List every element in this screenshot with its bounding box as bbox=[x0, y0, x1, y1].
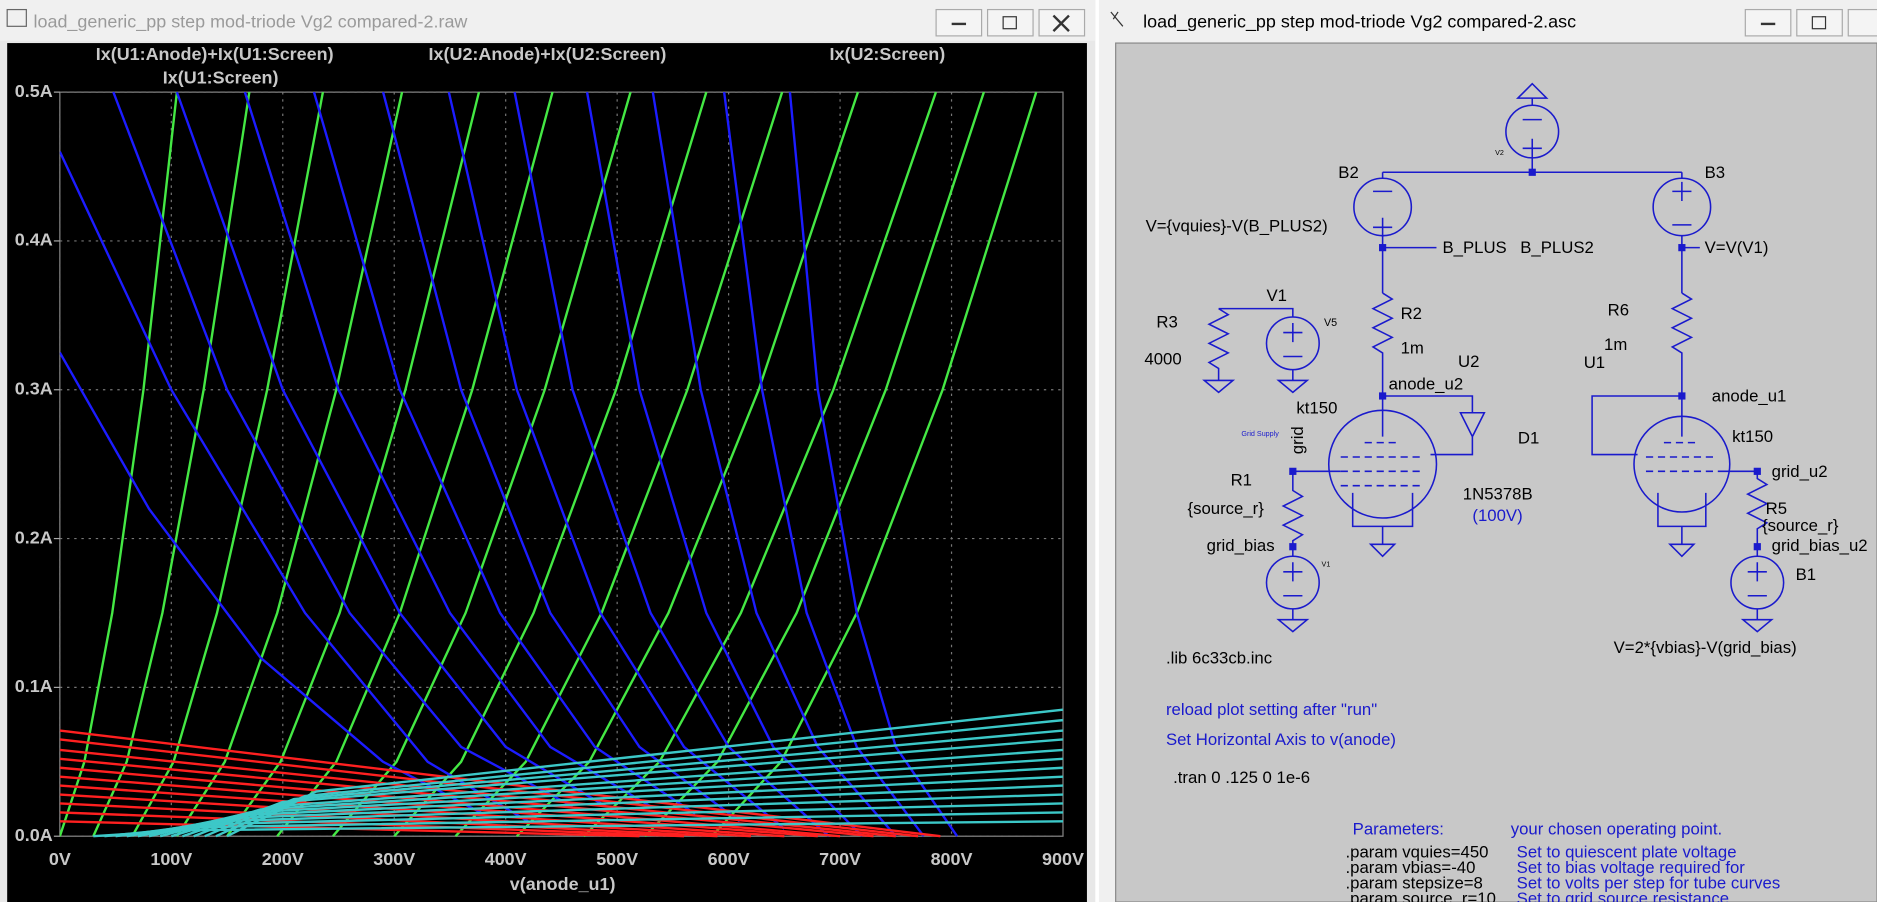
label: {source_r} bbox=[1762, 516, 1839, 535]
x-tick-label: 100V bbox=[150, 849, 192, 869]
trace bbox=[112, 91, 574, 808]
trace bbox=[175, 91, 404, 837]
label: grid bbox=[1288, 426, 1307, 454]
window-title: load_generic_pp step mod-triode Vg2 comp… bbox=[34, 11, 468, 32]
label: V=2*{vbias}-V(grid_bias) bbox=[1614, 638, 1797, 657]
param: .param vbias=-40 bbox=[1346, 858, 1476, 877]
trace bbox=[59, 748, 896, 838]
param: .param source_r=10 bbox=[1346, 889, 1496, 902]
label: anode_u2 bbox=[1389, 375, 1464, 394]
plot-frame bbox=[59, 91, 1064, 837]
param: .param vquies=450 bbox=[1346, 842, 1489, 861]
label: B2 bbox=[1338, 163, 1359, 182]
label: V=V(V1) bbox=[1705, 238, 1769, 257]
schematic-canvas bbox=[1115, 42, 1877, 903]
y-tick-label: 0.0A bbox=[15, 825, 53, 845]
label: B3 bbox=[1705, 163, 1726, 182]
label: (100V) bbox=[1472, 506, 1522, 525]
label: V={vquies}-V(B_PLUS2) bbox=[1146, 217, 1328, 236]
label: kt150 bbox=[1296, 399, 1337, 418]
label: U1 bbox=[1584, 353, 1605, 372]
label: kt150 bbox=[1732, 427, 1773, 446]
trace bbox=[131, 91, 325, 837]
y-tick-label: 0.4A bbox=[15, 230, 53, 250]
y-tick-label: 0.3A bbox=[15, 378, 53, 398]
label: 1m bbox=[1401, 339, 1424, 358]
x-tick-label: 300V bbox=[373, 849, 415, 869]
trace bbox=[332, 91, 632, 837]
x-tick-label: 900V bbox=[1042, 849, 1084, 869]
label: grid_bias_u2 bbox=[1772, 536, 1868, 555]
label: B_PLUS bbox=[1442, 238, 1506, 257]
label: U2 bbox=[1458, 352, 1479, 371]
label: V2 bbox=[1495, 149, 1504, 157]
label: 1N5378B bbox=[1463, 485, 1533, 504]
x-tick-label: 600V bbox=[708, 849, 750, 869]
label: grid_bias bbox=[1207, 536, 1275, 555]
legend-entry[interactable]: Ix(U2:Anode)+Ix(U2:Screen) bbox=[429, 44, 667, 64]
legend-entry[interactable]: Ix(U2:Screen) bbox=[830, 44, 946, 64]
window-buttons[interactable] bbox=[935, 8, 1086, 37]
label: V1 bbox=[1266, 286, 1287, 305]
label: B1 bbox=[1796, 565, 1817, 584]
trace bbox=[585, 91, 864, 838]
param-header: your chosen operating point. bbox=[1511, 820, 1722, 839]
y-tick-label: 0.1A bbox=[15, 676, 53, 696]
label: B_PLUS2 bbox=[1520, 238, 1594, 257]
x-tick-label: 800V bbox=[931, 849, 973, 869]
note: Set Horizontal Axis to v(anode) bbox=[1166, 730, 1396, 749]
param-comment: Set to grid source resistance bbox=[1517, 889, 1729, 902]
x-axis-label: v(anode_u1) bbox=[510, 874, 616, 894]
trace bbox=[93, 820, 1064, 838]
label: R5 bbox=[1766, 499, 1787, 518]
directive: .tran 0 .125 0 1e-6 bbox=[1173, 768, 1310, 787]
label: {source_r} bbox=[1187, 499, 1264, 518]
label: 1m bbox=[1604, 335, 1627, 354]
x-tick-label: 500V bbox=[596, 849, 638, 869]
param-comment: Set to volts per step for tube curves bbox=[1517, 873, 1781, 892]
trace bbox=[243, 91, 652, 808]
label: R6 bbox=[1608, 300, 1629, 319]
label: R2 bbox=[1401, 304, 1422, 323]
label: V5 bbox=[1324, 317, 1337, 329]
app-icon bbox=[1110, 11, 1124, 27]
label: R1 bbox=[1231, 470, 1252, 489]
label: 4000 bbox=[1144, 350, 1181, 369]
wires bbox=[1202, 82, 1785, 633]
trace bbox=[59, 151, 529, 823]
x-tick-label: 700V bbox=[819, 849, 861, 869]
window-buttons[interactable] bbox=[1744, 8, 1877, 37]
legend-entry[interactable]: Ix(U1:Screen) bbox=[163, 68, 279, 88]
label: Grid Supply bbox=[1241, 430, 1279, 438]
trace bbox=[651, 91, 897, 837]
trace bbox=[92, 91, 251, 837]
x-tick-label: 200V bbox=[262, 849, 304, 869]
title-bar bbox=[0, 0, 1096, 41]
label: .lib 6c33cb.inc bbox=[1166, 649, 1272, 668]
note: reload plot setting after "run" bbox=[1166, 700, 1377, 719]
param-header: Parameters: bbox=[1353, 820, 1444, 839]
plot: 0V 100V 200V 300V 400V 500V 600V 700V 800V 900V 0.… bbox=[15, 81, 1084, 869]
traces bbox=[59, 91, 1064, 838]
label: grid_u2 bbox=[1772, 462, 1828, 481]
x-tick-label: 0V bbox=[49, 849, 71, 869]
label: V1 bbox=[1322, 561, 1331, 569]
param-comment: Set to bias voltage required for bbox=[1517, 858, 1746, 877]
y-tick-label: 0.2A bbox=[15, 527, 53, 547]
trace bbox=[226, 708, 1064, 838]
trace bbox=[59, 738, 919, 838]
param: .param stepsize=8 bbox=[1346, 873, 1483, 892]
app-icon bbox=[6, 8, 27, 27]
label: D1 bbox=[1518, 428, 1539, 447]
x-tick-label: 400V bbox=[485, 849, 527, 869]
label: anode_u1 bbox=[1712, 387, 1787, 406]
y-tick-label: 0.5A bbox=[15, 81, 53, 101]
label: R3 bbox=[1156, 312, 1177, 331]
legend-entry[interactable]: Ix(U1:Anode)+Ix(U1:Screen) bbox=[96, 44, 334, 64]
window-title: load_generic_pp step mod-triode Vg2 comp… bbox=[1143, 11, 1576, 32]
param-comment: Set to quiescent plate voltage bbox=[1517, 842, 1737, 861]
